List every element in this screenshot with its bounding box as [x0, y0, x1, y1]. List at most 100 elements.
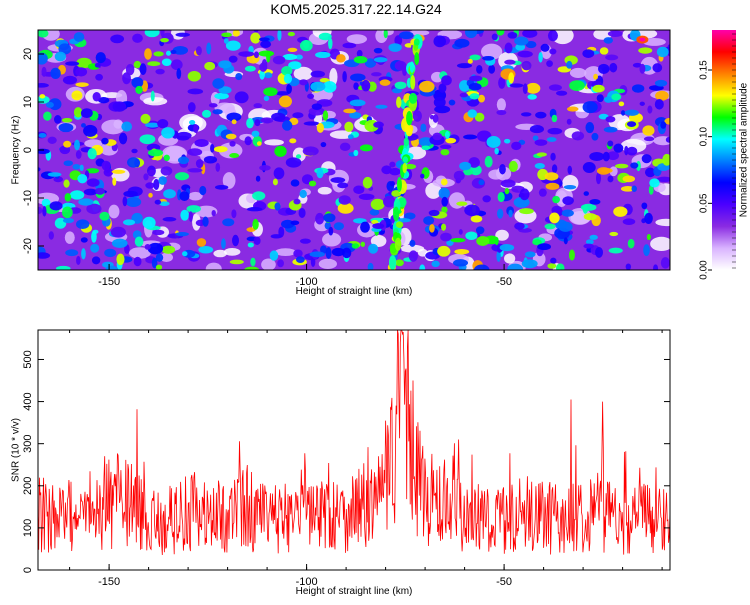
heatmap-cell [196, 238, 207, 247]
heatmap-cell [655, 90, 669, 101]
heatmap-cell [654, 79, 668, 87]
heatmap-cell [631, 185, 638, 192]
heatmap-cell [322, 81, 337, 93]
heatmap-cell [440, 232, 452, 242]
heatmap-cell [55, 265, 71, 270]
heatmap-cell [116, 253, 125, 266]
heatmap-cell [650, 236, 670, 252]
heatmap-cell [563, 237, 568, 245]
heatmap-cell [360, 241, 366, 247]
heatmap-cell [54, 51, 67, 62]
heatmap-cell [127, 157, 140, 168]
heatmap-cell [488, 64, 496, 74]
heatmap-cell [186, 205, 201, 213]
heatmap-cell [203, 155, 218, 164]
heatmap-cell [221, 32, 232, 38]
heatmap-cell [65, 61, 80, 66]
heatmap-cell [202, 109, 212, 118]
heatmap-cell [504, 253, 516, 264]
heatmap-cell [464, 204, 480, 217]
heatmap-cell [538, 51, 543, 63]
heatmap-cell [187, 70, 201, 82]
heatmap-streak-cell [408, 92, 418, 104]
heatmap-cell [625, 263, 632, 270]
heatmap-streak-cell [402, 162, 407, 174]
heatmap-cell [148, 192, 153, 198]
heatmap-cell [316, 167, 324, 179]
heatmap-cell [607, 175, 614, 183]
heatmap-cell [91, 230, 97, 243]
heatmap-cell [481, 43, 503, 60]
heatmap-cell [153, 51, 164, 57]
heatmap-cell [336, 54, 346, 63]
heatmap-cell [499, 163, 506, 175]
heatmap-cell [482, 195, 491, 203]
heatmap-cell [338, 195, 351, 205]
heatmap-cell [122, 72, 131, 85]
heatmap-cell [540, 43, 550, 52]
heatmap-cell [218, 86, 232, 94]
heatmap-cell [370, 198, 385, 211]
heatmap-cell [450, 238, 466, 243]
heatmap-cell [64, 231, 75, 244]
heatmap-cell [271, 112, 286, 122]
heatmap-cell [495, 229, 509, 241]
heatmap-cell [212, 109, 223, 115]
heatmap-cell [641, 154, 652, 164]
heatmap-cell [360, 221, 370, 233]
heatmap-cell [80, 108, 93, 119]
heatmap-cell [603, 126, 618, 133]
heatmap-cell [140, 113, 151, 124]
heatmap-cell [193, 124, 199, 134]
heatmap-cell [419, 264, 426, 270]
heatmap-cell [514, 36, 529, 46]
heatmap-cell [258, 37, 270, 42]
heatmap-cell [339, 142, 351, 151]
heatmap-cell [110, 226, 126, 238]
heatmap-cell [144, 48, 152, 60]
heatmap-cell [642, 125, 655, 136]
heatmap-cell [500, 179, 516, 188]
heatmap-cell [389, 161, 396, 168]
heatmap-cell [566, 106, 579, 112]
heatmap-cell [328, 226, 334, 236]
colorbar-tick-label: 0.10 [699, 126, 710, 146]
heatmap-cell [153, 178, 160, 190]
line-frame [37, 329, 671, 571]
heatmap-cell [653, 136, 670, 146]
heatmap-cell [508, 160, 518, 173]
heatmap-cell [43, 111, 52, 121]
heatmap-cell [596, 167, 611, 175]
heatmap-cell [494, 147, 499, 155]
heatmap-cell [282, 120, 293, 131]
heatmap-cell [395, 259, 404, 267]
heatmap-cell [373, 47, 383, 54]
heatmap-cell [285, 157, 302, 168]
y-axis-label: Frequency (Hz) [11, 116, 22, 185]
y-tick-label: 100 [22, 519, 34, 537]
heatmap-cell [475, 226, 485, 235]
heatmap-cell [232, 234, 239, 247]
heatmap-cell [504, 42, 513, 54]
heatmap-cell [272, 178, 278, 186]
heatmap-cell [396, 218, 411, 223]
heatmap-cell [441, 206, 448, 214]
heatmap-cell [609, 62, 618, 73]
x-tick-label: -100 [296, 576, 318, 588]
heatmap-cell [112, 177, 117, 186]
heatmap-cell [433, 35, 447, 48]
heatmap-cell [514, 222, 525, 230]
heatmap-cell [293, 249, 303, 258]
heatmap-cell [534, 139, 548, 146]
heatmap-cell [213, 146, 228, 153]
heatmap-cell [529, 125, 544, 134]
heatmap-cell [182, 251, 188, 257]
heatmap-cell [155, 253, 164, 262]
heatmap-cell [583, 243, 595, 249]
heatmap-cell [73, 107, 83, 118]
heatmap-cell [122, 196, 128, 207]
heatmap-cell [549, 212, 560, 224]
heatmap-cell [474, 112, 485, 122]
heatmap-cell [566, 118, 572, 125]
heatmap-cell [569, 80, 585, 91]
